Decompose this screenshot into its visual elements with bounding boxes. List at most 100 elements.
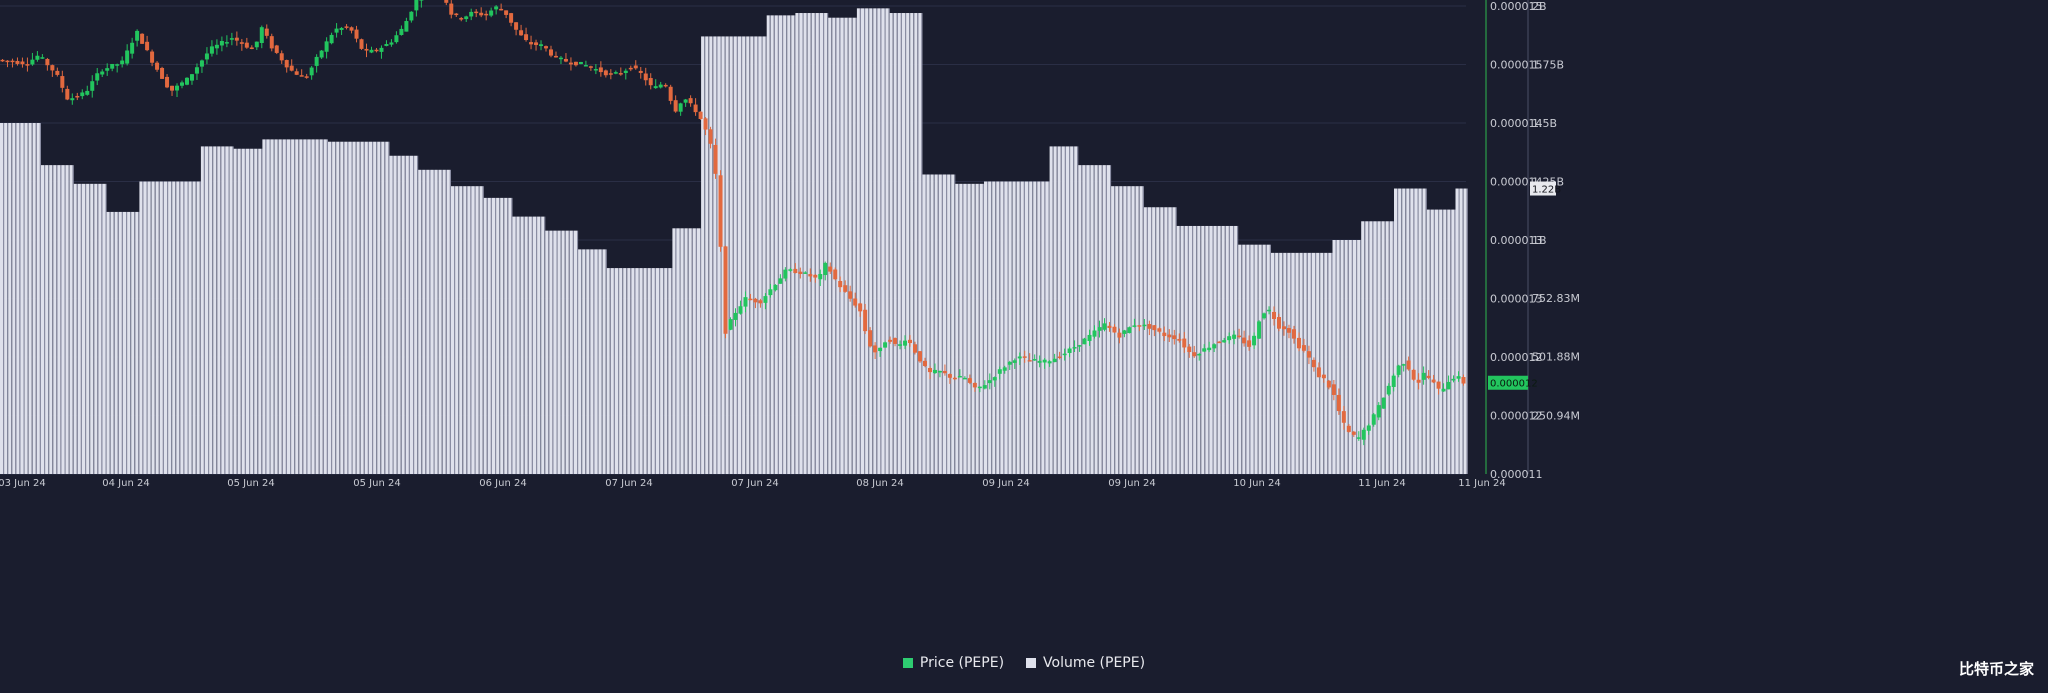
candle-body: [130, 42, 135, 54]
volume-bar-gap: [1118, 186, 1120, 474]
volume-bar: [369, 141, 372, 474]
volume-bar-gap: [974, 183, 976, 474]
volume-bar-gap: [1060, 146, 1062, 474]
volume-bar-gap: [1331, 252, 1333, 474]
volume-bar-gap: [753, 36, 755, 475]
volume-bar-gap: [613, 268, 615, 474]
candle-body: [369, 49, 374, 53]
candle-body: [668, 86, 673, 101]
candle-body: [1331, 384, 1336, 395]
volume-bar-gap: [413, 155, 415, 474]
candle-body: [878, 347, 883, 352]
volume-bar-gap: [695, 228, 697, 474]
volume-bar: [1398, 188, 1402, 474]
volume-bar: [200, 146, 204, 474]
volume-bar: [545, 230, 549, 474]
volume-tick-label: 250.94M: [1532, 409, 1580, 422]
volume-bar: [701, 36, 705, 475]
candle-body: [254, 41, 259, 48]
candle-body: [80, 92, 85, 97]
volume-bar-gap: [490, 197, 492, 474]
volume-bar-gap: [859, 8, 861, 475]
volume-bar: [389, 155, 393, 474]
volume-bar-gap: [868, 8, 870, 475]
volume-bar-gap: [921, 13, 923, 475]
volume-bar: [947, 174, 951, 475]
candle-body: [693, 104, 698, 113]
legend-item-price[interactable]: Price (PEPE): [902, 655, 1004, 671]
volume-bar: [270, 139, 274, 474]
candle-body: [105, 68, 110, 71]
candle-body: [284, 60, 289, 68]
volume-bar-gap: [745, 36, 747, 475]
volume-bar: [328, 141, 331, 474]
candle-body: [1077, 345, 1082, 347]
volume-bar: [118, 211, 122, 475]
volume-bar: [1377, 221, 1381, 474]
volume-bar-gap: [224, 146, 226, 474]
volume-bar-gap: [1196, 225, 1198, 474]
candle-body: [1286, 328, 1291, 333]
volume-bar: [733, 36, 737, 475]
candle-body: [1052, 358, 1057, 363]
volume-bar: [660, 268, 664, 474]
volume-bar: [1459, 188, 1463, 474]
volume-bar: [106, 211, 110, 475]
volume-bar: [574, 230, 577, 474]
volume-bar: [856, 8, 860, 475]
volume-bar-gap: [741, 36, 743, 475]
volume-bar-gap: [355, 141, 357, 474]
volume-bar: [897, 13, 901, 475]
candle-body: [553, 55, 558, 58]
volume-bar-gap: [363, 141, 365, 474]
volume-bar-gap: [454, 186, 456, 474]
volume-bar: [738, 36, 741, 475]
volume-bar: [881, 8, 885, 475]
candle-body: [294, 71, 299, 75]
volume-bar: [1336, 240, 1340, 474]
candle-body: [733, 312, 738, 320]
volume-bar: [807, 13, 811, 475]
candle-body: [469, 11, 474, 17]
volume-bar-gap: [1216, 225, 1218, 474]
volume-bar: [1086, 165, 1090, 474]
volume-bar-gap: [794, 15, 796, 475]
volume-bar-gap: [265, 139, 267, 474]
volume-bar: [1394, 188, 1397, 474]
volume-bar-gap: [400, 155, 402, 474]
candle-body: [1207, 347, 1212, 351]
candle-body: [1426, 375, 1431, 378]
volume-bar-gap: [11, 123, 13, 474]
volume-bar: [504, 197, 508, 474]
volume-bar-gap: [85, 183, 87, 474]
candle-body: [1336, 394, 1341, 412]
candle-body: [1107, 325, 1112, 329]
volume-bar: [758, 36, 762, 475]
volume-bar: [709, 36, 713, 475]
volume-bar: [405, 155, 409, 474]
volume-bar-gap: [72, 165, 74, 474]
volume-bar-gap: [818, 13, 820, 475]
candle-body: [913, 344, 918, 353]
candle-body: [494, 6, 499, 10]
volume-bar-gap: [482, 186, 484, 474]
volume-tick-label: 2B: [1532, 0, 1547, 13]
volume-bar: [246, 148, 249, 475]
volume-bar: [906, 13, 910, 475]
candle-body: [778, 278, 783, 284]
volume-bar: [282, 139, 286, 474]
candle-body: [863, 309, 868, 332]
volume-bar: [664, 268, 668, 474]
volume-bar: [1037, 181, 1041, 474]
candle-body: [0, 59, 5, 62]
current-volume-label: 1.22B: [1532, 185, 1561, 196]
candle-body: [1296, 337, 1301, 349]
candle-body: [110, 63, 115, 69]
candle-body: [1222, 340, 1227, 343]
volume-bar-gap: [429, 169, 431, 475]
legend-item-volume[interactable]: Volume (PEPE): [1026, 655, 1145, 671]
candle-body: [120, 60, 125, 65]
candle-body: [1376, 405, 1381, 418]
volume-bar-gap: [1446, 209, 1448, 474]
